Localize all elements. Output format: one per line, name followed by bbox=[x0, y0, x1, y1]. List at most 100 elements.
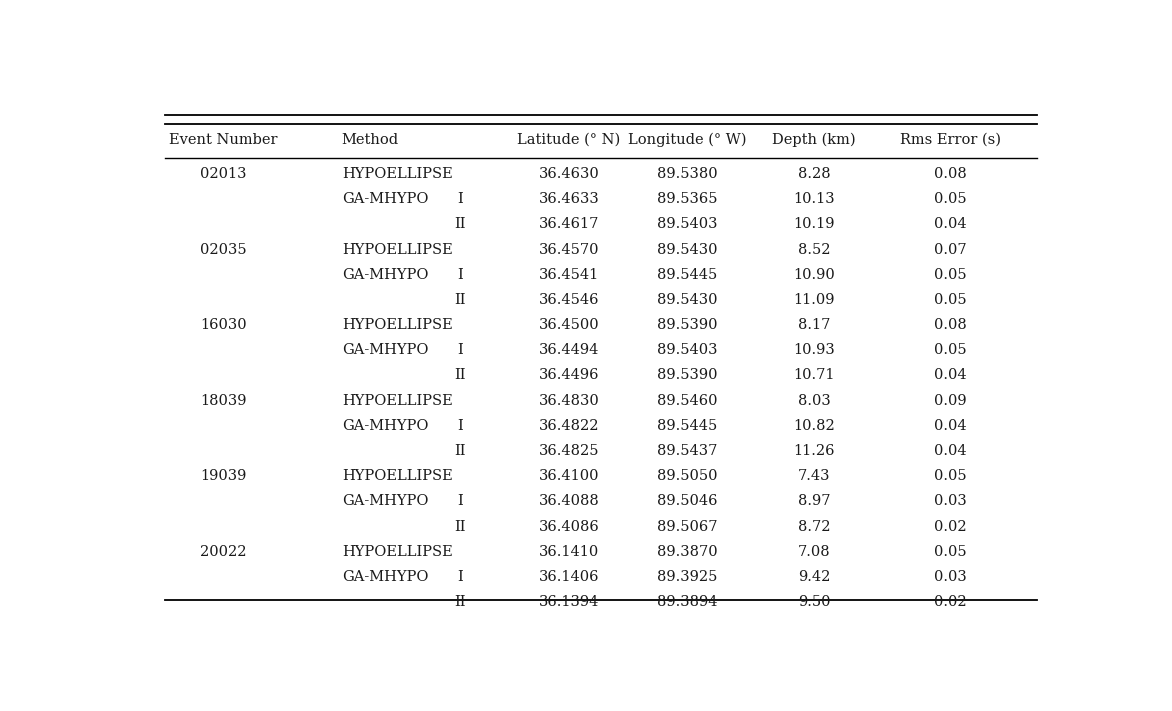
Text: 89.3925: 89.3925 bbox=[656, 570, 717, 584]
Text: 36.4100: 36.4100 bbox=[539, 469, 599, 483]
Text: Longitude (° W): Longitude (° W) bbox=[628, 133, 747, 147]
Text: 36.4630: 36.4630 bbox=[538, 167, 599, 181]
Text: Latitude (° N): Latitude (° N) bbox=[517, 133, 620, 147]
Text: Event Number: Event Number bbox=[170, 133, 278, 147]
Text: GA-MHYPO: GA-MHYPO bbox=[342, 570, 428, 584]
Text: 36.4494: 36.4494 bbox=[539, 343, 599, 358]
Text: 36.4617: 36.4617 bbox=[539, 218, 599, 231]
Text: 11.09: 11.09 bbox=[793, 293, 834, 307]
Text: GA-MHYPO: GA-MHYPO bbox=[342, 192, 428, 206]
Text: Method: Method bbox=[342, 133, 398, 147]
Text: 11.26: 11.26 bbox=[793, 444, 834, 458]
Text: HYPOELLIPSE: HYPOELLIPSE bbox=[342, 545, 452, 559]
Text: 02013: 02013 bbox=[200, 167, 247, 181]
Text: 36.4633: 36.4633 bbox=[538, 192, 599, 206]
Text: II: II bbox=[454, 368, 465, 383]
Text: 89.5403: 89.5403 bbox=[656, 343, 717, 358]
Text: 8.52: 8.52 bbox=[798, 242, 830, 257]
Text: 0.03: 0.03 bbox=[934, 494, 967, 508]
Text: HYPOELLIPSE: HYPOELLIPSE bbox=[342, 318, 452, 332]
Text: I: I bbox=[457, 268, 463, 282]
Text: II: II bbox=[454, 595, 465, 609]
Text: 0.05: 0.05 bbox=[934, 545, 967, 559]
Text: I: I bbox=[457, 570, 463, 584]
Text: 0.07: 0.07 bbox=[934, 242, 967, 257]
Text: 0.05: 0.05 bbox=[934, 192, 967, 206]
Text: 10.19: 10.19 bbox=[793, 218, 834, 231]
Text: 02035: 02035 bbox=[200, 242, 247, 257]
Text: 89.3870: 89.3870 bbox=[656, 545, 717, 559]
Text: 89.5390: 89.5390 bbox=[656, 318, 717, 332]
Text: HYPOELLIPSE: HYPOELLIPSE bbox=[342, 394, 452, 407]
Text: 89.5390: 89.5390 bbox=[656, 368, 717, 383]
Text: 89.5437: 89.5437 bbox=[656, 444, 717, 458]
Text: GA-MHYPO: GA-MHYPO bbox=[342, 494, 428, 508]
Text: 0.04: 0.04 bbox=[934, 444, 967, 458]
Text: 89.5460: 89.5460 bbox=[656, 394, 717, 407]
Text: I: I bbox=[457, 343, 463, 358]
Text: 8.72: 8.72 bbox=[798, 520, 830, 533]
Text: 36.4546: 36.4546 bbox=[539, 293, 599, 307]
Text: 0.02: 0.02 bbox=[934, 520, 967, 533]
Text: 19039: 19039 bbox=[200, 469, 247, 483]
Text: 89.5050: 89.5050 bbox=[656, 469, 717, 483]
Text: 8.17: 8.17 bbox=[798, 318, 830, 332]
Text: HYPOELLIPSE: HYPOELLIPSE bbox=[342, 469, 452, 483]
Text: 20022: 20022 bbox=[200, 545, 247, 559]
Text: 8.03: 8.03 bbox=[798, 394, 831, 407]
Text: GA-MHYPO: GA-MHYPO bbox=[342, 343, 428, 358]
Text: HYPOELLIPSE: HYPOELLIPSE bbox=[342, 167, 452, 181]
Text: 89.5403: 89.5403 bbox=[656, 218, 717, 231]
Text: 0.04: 0.04 bbox=[934, 368, 967, 383]
Text: GA-MHYPO: GA-MHYPO bbox=[342, 268, 428, 282]
Text: I: I bbox=[457, 494, 463, 508]
Text: 10.90: 10.90 bbox=[793, 268, 834, 282]
Text: 89.3894: 89.3894 bbox=[656, 595, 717, 609]
Text: 10.13: 10.13 bbox=[793, 192, 834, 206]
Text: 8.97: 8.97 bbox=[798, 494, 830, 508]
Text: Rms Error (s): Rms Error (s) bbox=[900, 133, 1001, 147]
Text: 36.4088: 36.4088 bbox=[538, 494, 599, 508]
Text: 36.4541: 36.4541 bbox=[539, 268, 599, 282]
Text: 10.71: 10.71 bbox=[793, 368, 834, 383]
Text: 36.4830: 36.4830 bbox=[538, 394, 599, 407]
Text: GA-MHYPO: GA-MHYPO bbox=[342, 419, 428, 433]
Text: 0.09: 0.09 bbox=[934, 394, 967, 407]
Text: 89.5445: 89.5445 bbox=[656, 268, 717, 282]
Text: 89.5067: 89.5067 bbox=[656, 520, 717, 533]
Text: II: II bbox=[454, 293, 465, 307]
Text: 89.5046: 89.5046 bbox=[656, 494, 717, 508]
Text: I: I bbox=[457, 192, 463, 206]
Text: 36.1406: 36.1406 bbox=[539, 570, 599, 584]
Text: 36.4822: 36.4822 bbox=[539, 419, 599, 433]
Text: 18039: 18039 bbox=[200, 394, 247, 407]
Text: 36.1394: 36.1394 bbox=[539, 595, 599, 609]
Text: 10.93: 10.93 bbox=[793, 343, 834, 358]
Text: 9.50: 9.50 bbox=[798, 595, 830, 609]
Text: 89.5445: 89.5445 bbox=[656, 419, 717, 433]
Text: I: I bbox=[457, 419, 463, 433]
Text: 36.4500: 36.4500 bbox=[539, 318, 599, 332]
Text: 0.05: 0.05 bbox=[934, 343, 967, 358]
Text: 0.03: 0.03 bbox=[934, 570, 967, 584]
Text: 0.08: 0.08 bbox=[934, 167, 967, 181]
Text: 0.04: 0.04 bbox=[934, 419, 967, 433]
Text: 9.42: 9.42 bbox=[798, 570, 830, 584]
Text: 36.4086: 36.4086 bbox=[538, 520, 599, 533]
Text: 7.08: 7.08 bbox=[798, 545, 831, 559]
Text: 0.05: 0.05 bbox=[934, 469, 967, 483]
Text: 89.5380: 89.5380 bbox=[656, 167, 717, 181]
Text: 0.05: 0.05 bbox=[934, 293, 967, 307]
Text: 89.5430: 89.5430 bbox=[656, 242, 717, 257]
Text: 8.28: 8.28 bbox=[798, 167, 831, 181]
Text: II: II bbox=[454, 444, 465, 458]
Text: 0.08: 0.08 bbox=[934, 318, 967, 332]
Text: 0.04: 0.04 bbox=[934, 218, 967, 231]
Text: 0.02: 0.02 bbox=[934, 595, 967, 609]
Text: 10.82: 10.82 bbox=[793, 419, 834, 433]
Text: 89.5430: 89.5430 bbox=[656, 293, 717, 307]
Text: 0.05: 0.05 bbox=[934, 268, 967, 282]
Text: II: II bbox=[454, 520, 465, 533]
Text: 7.43: 7.43 bbox=[798, 469, 830, 483]
Text: 36.4570: 36.4570 bbox=[539, 242, 599, 257]
